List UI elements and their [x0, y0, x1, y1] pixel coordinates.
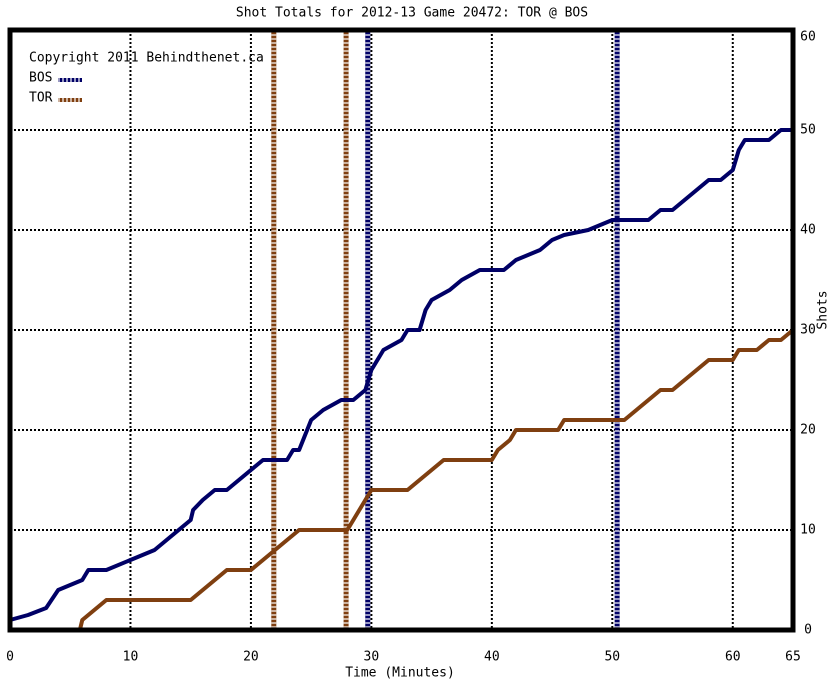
- y-tick-label: 30: [800, 323, 816, 338]
- x-tick-label: 60: [725, 650, 741, 665]
- legend-label: TOR: [29, 91, 53, 106]
- y-tick-label: 20: [800, 423, 816, 438]
- series-line: [10, 328, 795, 632]
- y-tick-label: 50: [800, 123, 816, 138]
- chart-title: Shot Totals for 2012-13 Game 20472: TOR …: [236, 6, 588, 21]
- x-tick-label: 20: [243, 650, 259, 665]
- y-axis-label: Shots: [816, 290, 830, 329]
- x-tick-label: 30: [364, 650, 380, 665]
- x-axis-label: Time (Minutes): [345, 666, 455, 680]
- series-line: [9, 128, 793, 622]
- legend-label: BOS: [29, 71, 52, 86]
- y-tick-label: 60: [800, 30, 816, 45]
- y-tick-label: 10: [800, 523, 816, 538]
- x-tick-label: 10: [123, 650, 139, 665]
- y-tick-label: 40: [800, 223, 816, 238]
- annotation: Copyright 2011 Behindthenet.ca: [29, 51, 264, 66]
- x-tick-label: 50: [604, 650, 620, 665]
- x-tick-label: 65: [785, 650, 801, 665]
- x-tick-label: 0: [6, 650, 14, 665]
- x-tick-label: 40: [484, 650, 500, 665]
- plot-frame: [7, 27, 796, 633]
- y-tick-label: 0: [804, 623, 812, 638]
